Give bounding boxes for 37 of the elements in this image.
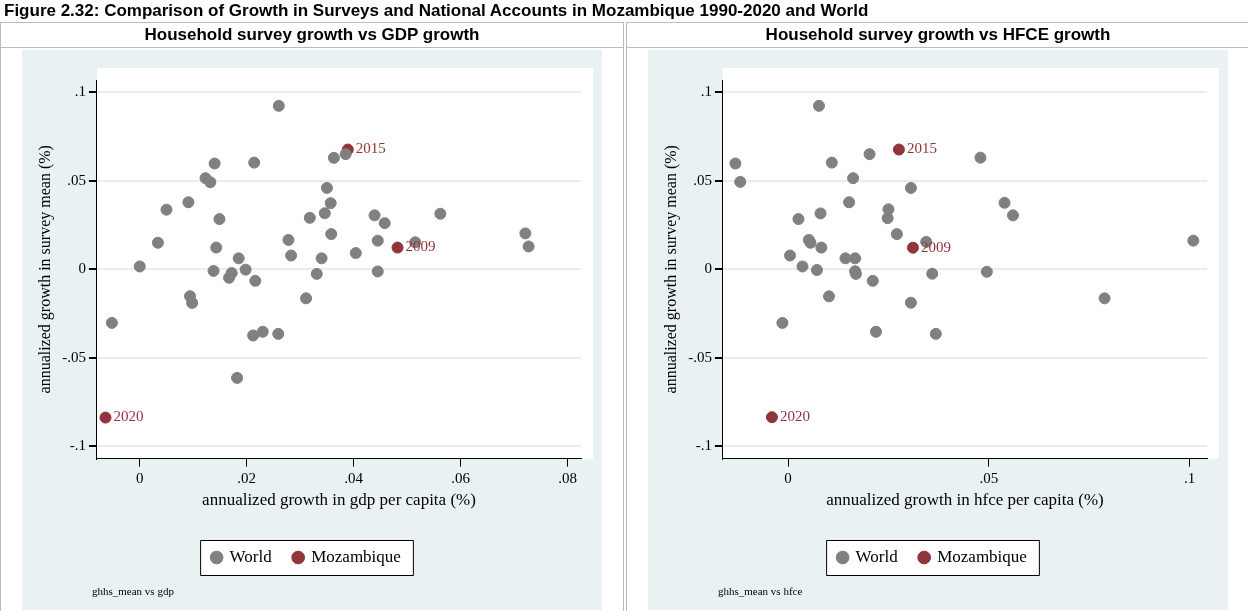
y-axis-title: annualized growth in survey mean (%) (661, 145, 680, 394)
x-tick-label: .08 (558, 469, 577, 486)
y-axis-title: annualized growth in survey mean (%) (35, 145, 54, 394)
annotation: 2015 (355, 140, 386, 157)
x-tick-label: .1 (1184, 469, 1196, 486)
x-tick-label: 0 (135, 469, 144, 486)
x-axis-title: annualized growth in gdp per capita (%) (202, 490, 476, 510)
y-tick-label: 0 (704, 260, 712, 277)
x-axis-title: annualized growth in hfce per capita (%) (826, 490, 1104, 510)
x-tick-label: 0 (784, 469, 792, 486)
annotation: 2015 (906, 140, 937, 157)
y-tick-label: .05 (693, 171, 712, 188)
chart-title: Household survey growth vs GDP growth (1, 23, 623, 48)
y-tick-label: 0 (78, 260, 86, 277)
y-tick-label: .05 (67, 171, 86, 188)
y-tick-label: .1 (74, 83, 86, 100)
y-tick-label: -.1 (695, 437, 712, 454)
x-tick-label: .04 (344, 469, 364, 486)
y-tick-label: -.1 (69, 437, 86, 454)
annotation: 2009 (920, 238, 951, 255)
text: ghhs_mean vs hfce (718, 584, 803, 597)
legend-label: World (855, 546, 899, 566)
annotation: 2020 (113, 408, 144, 425)
legend-label: Mozambique (311, 546, 401, 566)
y-tick-label: -.05 (688, 348, 712, 365)
chart-title: Household survey growth vs HFCE growth (627, 23, 1248, 48)
annotation: 2020 (779, 408, 810, 425)
y-tick-label: -.05 (62, 348, 86, 365)
legend-label: World (229, 546, 273, 566)
x-tick-label: .06 (451, 469, 471, 486)
annotation: 2009 (405, 238, 436, 255)
x-tick-label: .02 (237, 469, 257, 486)
legend-label: Mozambique (937, 546, 1027, 566)
y-tick-label: .1 (700, 83, 712, 100)
x-tick-label: .05 (979, 469, 999, 486)
text: ghhs_mean vs gdp (92, 584, 175, 597)
caption: Figure 2.32: Comparison of Growth in Surveys and National Accounts in Mozambique 1990-2020 and World (4, 1, 869, 21)
